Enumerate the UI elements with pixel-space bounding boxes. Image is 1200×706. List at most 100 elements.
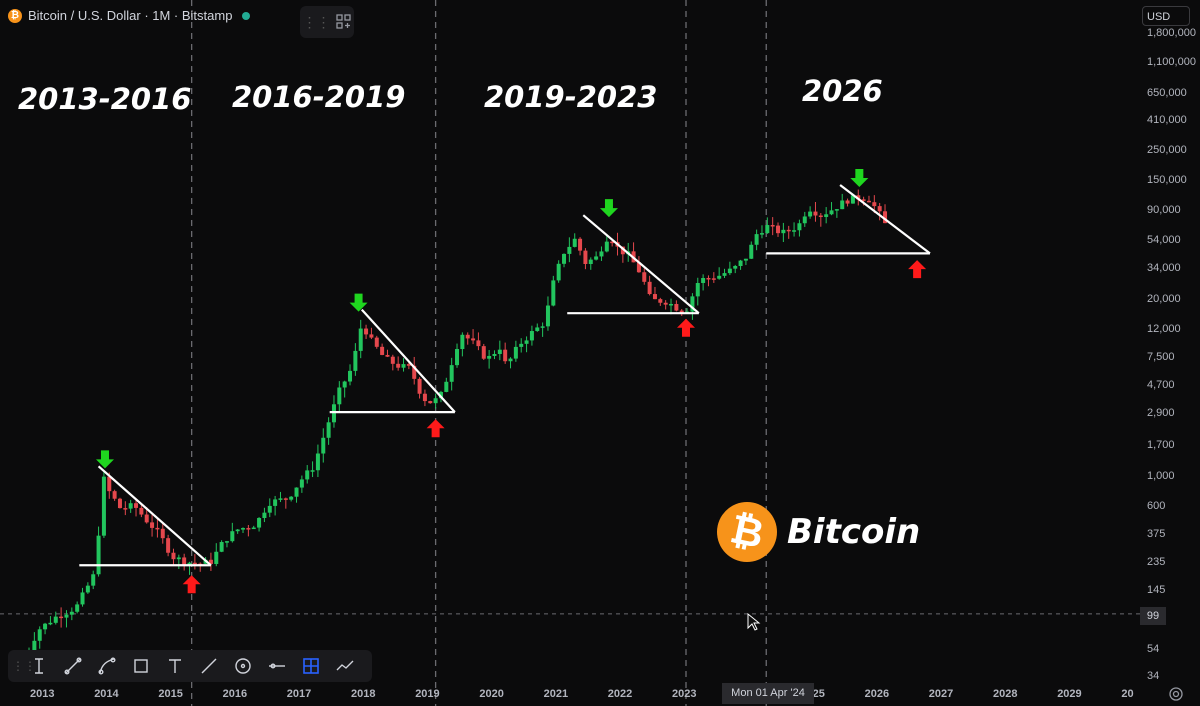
candle-body-83 <box>465 334 470 339</box>
toolbar-grip-icon[interactable]: ⋮⋮ <box>12 659 36 673</box>
candle-body-24 <box>150 522 155 528</box>
candle-body-120 <box>663 302 668 305</box>
candle-body-72 <box>406 364 411 366</box>
candle-body-40 <box>235 529 240 532</box>
candle-body-145 <box>797 223 802 231</box>
candle-body-139 <box>765 225 770 234</box>
top-arrow-2 <box>349 293 368 312</box>
rectangle-icon[interactable] <box>124 652 158 680</box>
candle-body-116 <box>642 272 647 282</box>
candle-body-87 <box>487 355 492 359</box>
price-tick-label: 375 <box>1147 528 1166 541</box>
candle-body-161 <box>883 211 888 224</box>
candle-body-75 <box>422 393 427 402</box>
top-arrow-4 <box>850 168 869 187</box>
candle-body-133 <box>733 266 738 269</box>
candle-body-55 <box>315 453 320 471</box>
horizontal-line-icon[interactable] <box>260 652 294 680</box>
mouse-cursor-icon <box>747 612 761 631</box>
time-tick-label: 2017 <box>286 688 312 700</box>
candle-body-153 <box>840 200 845 210</box>
candle-body-62 <box>353 350 358 371</box>
price-tick-label: 54,000 <box>1147 234 1181 247</box>
price-tick-label: 650,000 <box>1147 87 1187 100</box>
candle-body-13 <box>91 574 96 586</box>
text-tool-icon[interactable] <box>158 652 192 680</box>
line-icon[interactable] <box>192 652 226 680</box>
candle-body-149 <box>818 215 823 218</box>
candle-body-129 <box>711 278 716 280</box>
candle-body-32 <box>192 562 197 565</box>
candle-body-107 <box>594 256 599 260</box>
candle-body-85 <box>476 340 481 347</box>
add-layout-icon[interactable] <box>335 14 352 30</box>
bitcoin-brand: ₿ Bitcoin <box>711 496 920 568</box>
candle-body-74 <box>417 378 422 394</box>
drag-handle-icon[interactable]: ⋮⋮ <box>302 13 331 30</box>
candle-body-103 <box>572 238 577 247</box>
candle-body-130 <box>717 275 722 279</box>
time-tick-label: 2016 <box>222 688 248 700</box>
candle-body-143 <box>786 229 791 232</box>
text-cursor-icon[interactable] <box>22 652 56 680</box>
candle-body-112 <box>620 246 625 255</box>
candle-body-46 <box>267 505 272 513</box>
candle-body-79 <box>444 381 449 392</box>
path-icon[interactable] <box>328 652 362 680</box>
time-tick-label: 2013 <box>30 688 55 700</box>
curve-icon[interactable] <box>90 652 124 680</box>
symbol-header[interactable]: ₿ Bitcoin / U.S. Dollar · 1M · Bitstamp <box>8 8 251 23</box>
candle-body-14 <box>96 535 101 575</box>
candle-body-82 <box>460 334 465 350</box>
price-tick-label: 1,700 <box>1147 438 1175 451</box>
candle-body-23 <box>144 514 149 523</box>
time-tick-label: 2020 <box>479 688 504 700</box>
candle-body-81 <box>455 349 460 366</box>
price-tick-label: 1,000 <box>1147 470 1175 483</box>
candle-body-126 <box>695 283 700 297</box>
candle-body-132 <box>727 268 732 274</box>
time-tick-label: 20 <box>1121 688 1134 700</box>
currency-selector[interactable]: USD <box>1142 6 1190 26</box>
candle-body-7 <box>59 616 64 619</box>
candle-body-68 <box>385 354 390 357</box>
candle-body-144 <box>792 230 797 232</box>
candle-body-4 <box>43 623 48 630</box>
price-tick-label: 1,100,000 <box>1147 56 1196 69</box>
circle-icon[interactable] <box>226 652 260 680</box>
bottom-arrow-1 <box>182 575 201 594</box>
candle-body-22 <box>139 507 144 515</box>
settings-gear-icon[interactable] <box>1168 686 1184 702</box>
candle-body-128 <box>706 278 711 280</box>
candle-body-10 <box>75 604 80 612</box>
candle-body-64 <box>364 328 369 335</box>
price-tick-label: 2,900 <box>1147 407 1175 420</box>
candle-body-21 <box>134 503 139 508</box>
price-tick-label: 250,000 <box>1147 143 1187 156</box>
candle-body-25 <box>155 527 160 530</box>
grid-select-icon[interactable] <box>294 652 328 680</box>
price-tick-label: 150,000 <box>1147 173 1187 186</box>
candle-body-93 <box>519 343 524 347</box>
candle-body-92 <box>513 346 518 359</box>
candle-body-122 <box>674 303 679 311</box>
candle-body-88 <box>492 353 497 356</box>
candle-body-42 <box>246 528 251 530</box>
price-tick-label: 410,000 <box>1147 114 1187 127</box>
top-arrow-1 <box>95 450 114 469</box>
trendline-icon[interactable] <box>56 652 90 680</box>
candle-body-15 <box>101 476 106 536</box>
candle-body-138 <box>759 233 764 235</box>
candle-body-96 <box>535 327 540 332</box>
candle-body-9 <box>69 611 74 615</box>
price-tick-label: 145 <box>1147 584 1166 597</box>
candle-body-53 <box>305 470 310 480</box>
candle-body-98 <box>545 305 550 327</box>
drawing-toolbar: ⋮⋮ <box>8 650 372 682</box>
candle-body-20 <box>128 503 133 509</box>
candle-body-90 <box>503 349 508 362</box>
candle-body-99 <box>551 280 556 306</box>
price-tick-label: 7,500 <box>1147 350 1175 363</box>
candle-body-108 <box>599 251 604 257</box>
